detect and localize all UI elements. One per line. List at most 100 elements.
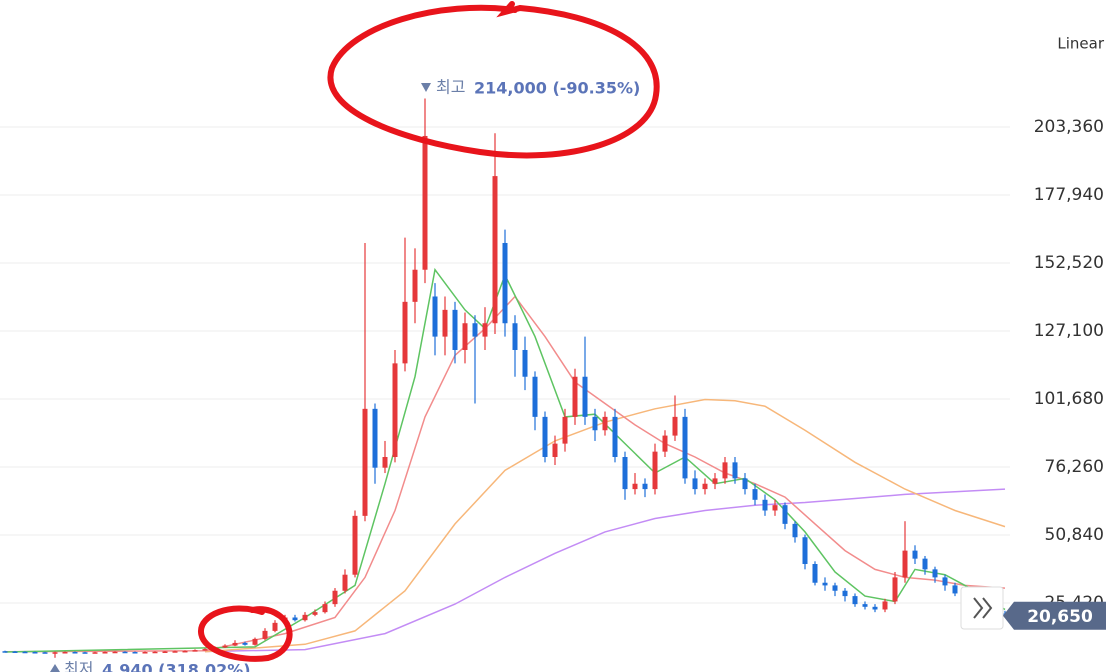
candle-body	[902, 550, 908, 578]
candle-body	[132, 652, 138, 654]
candle-body	[412, 269, 418, 302]
candle-body	[52, 652, 58, 654]
candle-body	[842, 590, 848, 597]
candle-body	[2, 651, 8, 653]
candle-body	[572, 376, 578, 417]
candle-body	[142, 652, 148, 654]
candle-body	[692, 478, 698, 490]
candle-body	[562, 416, 568, 444]
candle-body	[882, 601, 888, 610]
candle-body	[462, 323, 468, 350]
y-tick-label: 50,840	[1045, 525, 1104, 545]
candle-body	[12, 651, 18, 653]
candle-body	[622, 456, 628, 490]
button-icon	[973, 597, 993, 619]
candle-body	[22, 651, 28, 654]
y-tick-label: 76,260	[1045, 457, 1104, 477]
y-tick-label: 101,680	[1034, 389, 1104, 409]
moving-average-line	[204, 488, 1006, 653]
low-annotation-label: 최저	[64, 660, 93, 672]
candle-body	[722, 462, 728, 479]
candle-body	[422, 135, 428, 270]
high-marker-icon	[421, 83, 431, 92]
candle-body	[762, 499, 768, 511]
candles	[2, 98, 1008, 658]
candle-body	[312, 612, 318, 615]
candle-body	[392, 363, 398, 457]
candle-body	[502, 242, 508, 324]
candle-body	[192, 650, 198, 652]
candle-body	[772, 505, 778, 511]
candle-body	[202, 649, 208, 651]
moving-average-line	[4, 295, 1006, 653]
low-marker-icon	[50, 664, 60, 672]
candle-body	[552, 443, 558, 457]
candle-body	[362, 408, 368, 516]
candle-body	[122, 651, 128, 654]
candle-body	[942, 577, 948, 586]
highlight-circle	[327, 1, 660, 159]
candle-body	[292, 617, 298, 621]
candle-body	[952, 585, 958, 594]
candle-body	[482, 323, 488, 337]
candle-body	[62, 652, 68, 654]
candle-body	[432, 296, 438, 337]
candle-body	[592, 416, 598, 431]
candle-body	[442, 309, 448, 337]
grid: 25,42050,84076,260101,680127,100152,5201…	[0, 117, 1104, 613]
scroll-right-button[interactable]	[960, 586, 1004, 630]
candle-body	[512, 323, 518, 350]
candle-body	[102, 652, 108, 654]
candle-body	[522, 349, 528, 377]
candle-body	[302, 614, 308, 621]
candle-body	[382, 456, 388, 468]
candle-body	[272, 622, 278, 631]
moving-average-line	[204, 398, 1006, 653]
candle-body	[822, 582, 828, 586]
candle-body	[912, 550, 918, 559]
candle-body	[182, 650, 188, 653]
candle-body	[32, 652, 38, 654]
candle-body	[812, 564, 818, 583]
candle-body	[712, 478, 718, 484]
high-annotation-label: 최고	[436, 78, 465, 97]
candle-body	[932, 569, 938, 578]
candle-body	[872, 606, 878, 610]
candle-body	[662, 435, 668, 452]
candle-body	[452, 309, 458, 350]
price-tag-label: 20,650	[1027, 607, 1093, 627]
candle-body	[702, 483, 708, 490]
last-price-tag: 20,650	[1003, 601, 1106, 630]
candle-body	[82, 652, 88, 654]
candle-body	[732, 462, 738, 479]
candle-body	[342, 574, 348, 591]
candle-body	[602, 416, 608, 431]
candle-body	[582, 376, 588, 417]
candle-body	[832, 585, 838, 591]
candle-body	[262, 630, 268, 639]
candle-body	[792, 523, 798, 538]
candle-body	[632, 483, 638, 490]
candle-body	[612, 416, 618, 457]
candle-body	[92, 652, 98, 654]
scale-mode[interactable]: Linear	[1057, 35, 1104, 53]
candle-body	[752, 489, 758, 500]
candle-body	[672, 416, 678, 436]
candle-body	[242, 642, 248, 645]
y-tick-label: 127,100	[1034, 321, 1104, 341]
candle-body	[112, 651, 118, 654]
candle-body	[862, 604, 868, 607]
price-tag-box	[1003, 601, 1106, 630]
candle-body	[252, 638, 258, 645]
candle-body	[232, 642, 238, 646]
candle-body	[152, 651, 158, 654]
candle-body	[652, 451, 658, 490]
candle-body	[782, 505, 788, 524]
candle-body	[492, 176, 498, 324]
candle-body	[162, 651, 168, 653]
candle-body	[72, 652, 78, 654]
candle-body	[682, 416, 688, 479]
candle-body	[372, 408, 378, 468]
